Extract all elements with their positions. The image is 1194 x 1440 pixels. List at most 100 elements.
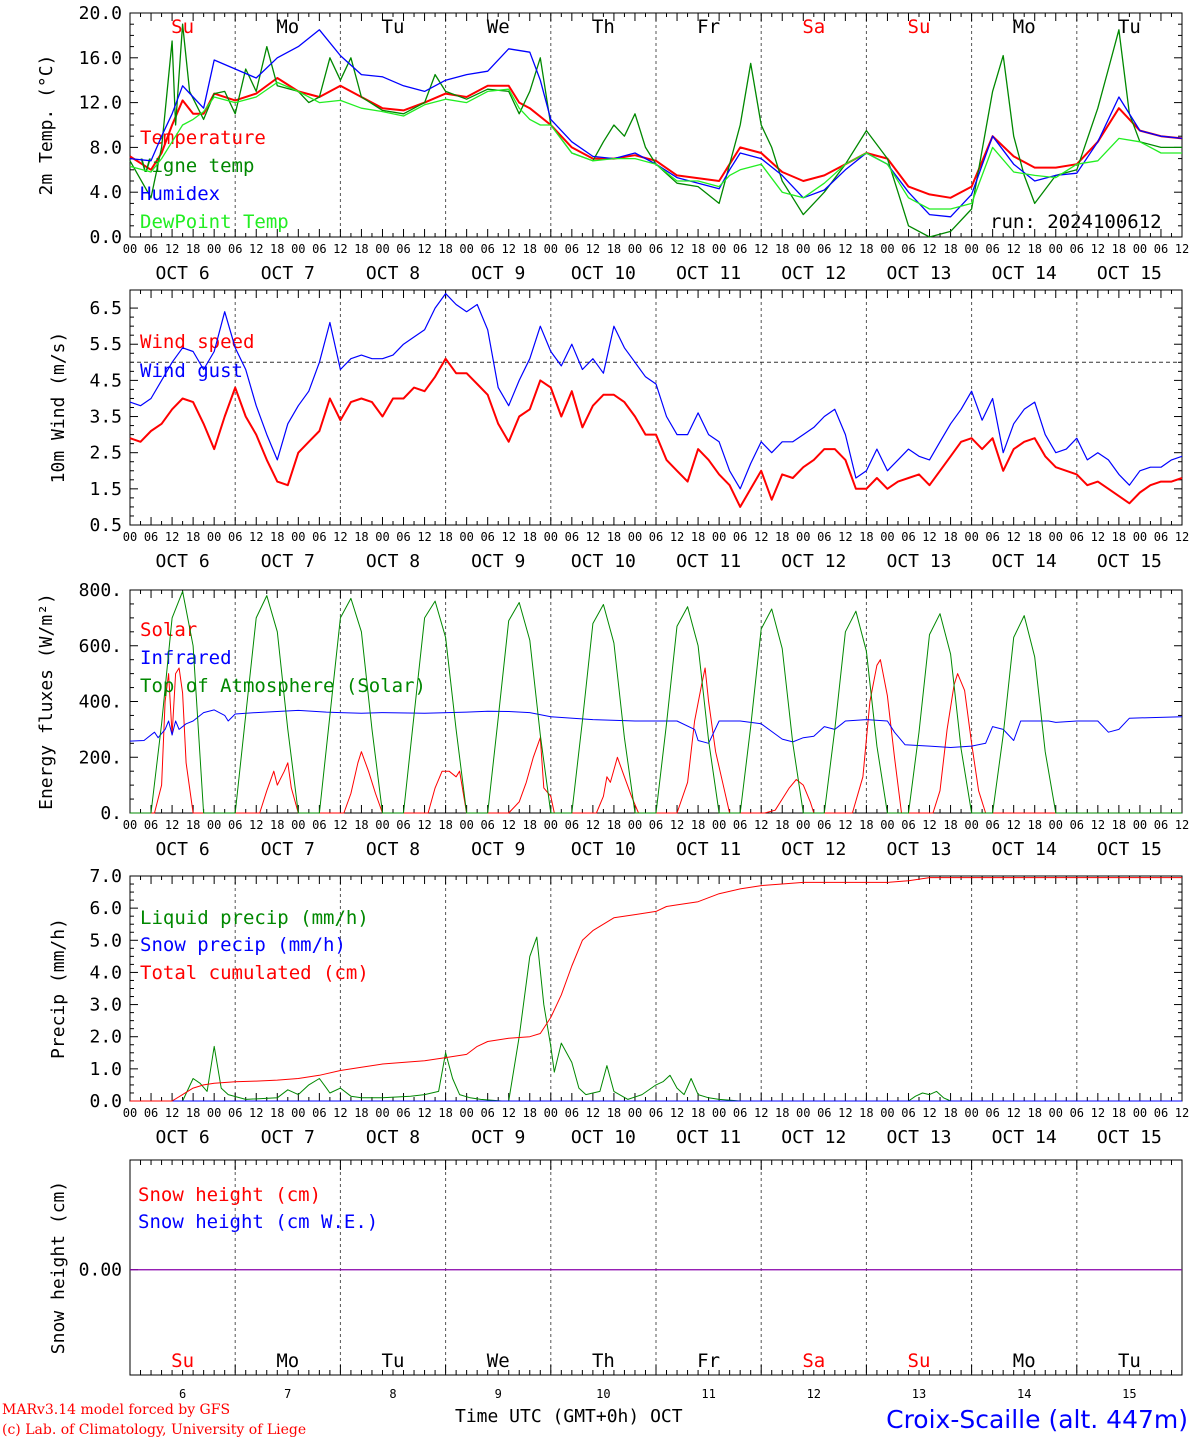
day-name-label: Th xyxy=(592,16,615,38)
x-date-label: OCT 14 xyxy=(992,551,1057,572)
y-tick-label: 0.0 xyxy=(89,227,122,248)
legend-entry: Top of Atmosphere (Solar) xyxy=(140,675,426,697)
day-number-label: 12 xyxy=(807,1387,821,1401)
x-tick-label: 06 xyxy=(649,530,663,544)
x-tick-label: 00 xyxy=(291,242,305,256)
x-tick-label: 12 xyxy=(1175,242,1189,256)
x-tick-label: 18 xyxy=(775,530,789,544)
x-tick-label: 12 xyxy=(670,818,684,832)
x-tick-label: 18 xyxy=(1112,1106,1126,1120)
x-tick-label: 00 xyxy=(1133,1106,1147,1120)
x-tick-label: 06 xyxy=(312,1106,326,1120)
x-tick-label: 06 xyxy=(985,242,999,256)
station-label: Croix-Scaille (alt. 447m) xyxy=(886,1405,1188,1434)
x-tick-label: 12 xyxy=(670,530,684,544)
x-date-label: OCT 14 xyxy=(992,839,1057,860)
x-tick-label: 18 xyxy=(1112,818,1126,832)
y-tick-label: 12.0 xyxy=(79,93,122,114)
x-tick-label: 18 xyxy=(523,1106,537,1120)
series-line-total-cumulated-cm xyxy=(130,877,1182,1102)
x-tick-label: 06 xyxy=(985,818,999,832)
x-date-label: OCT 13 xyxy=(886,551,951,572)
x-date-label: OCT 11 xyxy=(676,839,741,860)
day-name-label: Tu xyxy=(382,1350,405,1372)
x-tick-label: 18 xyxy=(523,242,537,256)
x-date-label: OCT 7 xyxy=(261,839,315,860)
x-date-label: OCT 13 xyxy=(886,839,951,860)
x-tick-label: 12 xyxy=(1006,242,1020,256)
x-tick-label: 18 xyxy=(775,818,789,832)
x-tick-label: 12 xyxy=(333,242,347,256)
x-tick-label: 12 xyxy=(586,530,600,544)
day-name-label: We xyxy=(487,1350,510,1372)
x-tick-label: 06 xyxy=(985,1106,999,1120)
day-name-label: Tu xyxy=(382,16,405,38)
x-tick-label: 12 xyxy=(165,1106,179,1120)
day-name-label: Tu xyxy=(1118,1350,1141,1372)
y-axis-label: 2m Temp. (°C) xyxy=(36,55,57,196)
x-tick-label: 12 xyxy=(333,818,347,832)
y-tick-label: 1.5 xyxy=(89,479,122,500)
x-tick-label: 00 xyxy=(123,818,137,832)
x-tick-label: 18 xyxy=(270,242,284,256)
x-tick-label: 12 xyxy=(922,1106,936,1120)
legend-entry: Snow height (cm W.E.) xyxy=(138,1211,378,1233)
y-tick-label: 400. xyxy=(79,692,122,713)
day-name-label: Th xyxy=(592,1350,615,1372)
x-date-label: OCT 14 xyxy=(992,263,1057,284)
x-date-label: OCT 12 xyxy=(781,839,846,860)
x-tick-label: 12 xyxy=(1006,530,1020,544)
x-tick-label: 06 xyxy=(1070,530,1084,544)
x-date-label: OCT 15 xyxy=(1097,1127,1162,1148)
x-tick-label: 18 xyxy=(943,530,957,544)
x-tick-label: 00 xyxy=(628,530,642,544)
x-tick-label: 12 xyxy=(1091,530,1105,544)
legend-entry: Wind speed xyxy=(140,331,254,353)
x-tick-label: 18 xyxy=(438,818,452,832)
x-tick-label: 06 xyxy=(228,530,242,544)
x-tick-label: 00 xyxy=(1049,1106,1063,1120)
x-tick-label: 12 xyxy=(922,530,936,544)
x-tick-label: 06 xyxy=(901,1106,915,1120)
x-tick-label: 00 xyxy=(207,530,221,544)
x-tick-label: 12 xyxy=(754,818,768,832)
x-tick-label: 06 xyxy=(733,530,747,544)
x-tick-label: 06 xyxy=(1070,818,1084,832)
x-tick-label: 12 xyxy=(670,242,684,256)
x-tick-label: 12 xyxy=(249,1106,263,1120)
x-tick-label: 00 xyxy=(628,242,642,256)
y-tick-label: 4.5 xyxy=(89,370,122,391)
x-tick-label: 18 xyxy=(859,818,873,832)
x-tick-label: 12 xyxy=(249,818,263,832)
x-date-label: OCT 12 xyxy=(781,1127,846,1148)
x-tick-label: 12 xyxy=(417,530,431,544)
x-date-label: OCT 13 xyxy=(886,263,951,284)
x-tick-label: 00 xyxy=(459,242,473,256)
x-tick-label: 12 xyxy=(165,242,179,256)
x-tick-label: 18 xyxy=(186,818,200,832)
day-number-label: 15 xyxy=(1122,1387,1136,1401)
x-date-label: OCT 9 xyxy=(471,1127,525,1148)
y-tick-label: 600. xyxy=(79,636,122,657)
x-date-label: OCT 8 xyxy=(366,263,420,284)
x-tick-label: 18 xyxy=(186,1106,200,1120)
legend-entry: Total cumulated (cm) xyxy=(140,962,369,984)
y-tick-label: 2.5 xyxy=(89,443,122,464)
x-tick-label: 06 xyxy=(817,242,831,256)
wind-panel: 00 06 12 18 00 06 12 18 00 06 12 18 00 06 12 18 00 06 12 18… xyxy=(48,289,1189,572)
series-line-temperature xyxy=(129,77,1183,199)
x-tick-label: 12 xyxy=(586,1106,600,1120)
x-tick-label: 00 xyxy=(712,1106,726,1120)
x-tick-label: 12 xyxy=(417,818,431,832)
y-tick-label: 1.0 xyxy=(89,1059,122,1080)
day-name-label: Su xyxy=(908,16,931,38)
x-tick-label: 00 xyxy=(880,242,894,256)
copyright-credit: (c) Lab. of Climatology, University of L… xyxy=(2,1422,306,1438)
x-date-label: OCT 8 xyxy=(366,551,420,572)
x-tick-label: 00 xyxy=(291,530,305,544)
series-line-dewpoint-temp xyxy=(129,81,1182,210)
series-line-wind-speed xyxy=(129,357,1183,508)
day-number-label: 13 xyxy=(912,1387,926,1401)
x-tick-label: 18 xyxy=(186,530,200,544)
x-tick-label: 00 xyxy=(459,818,473,832)
